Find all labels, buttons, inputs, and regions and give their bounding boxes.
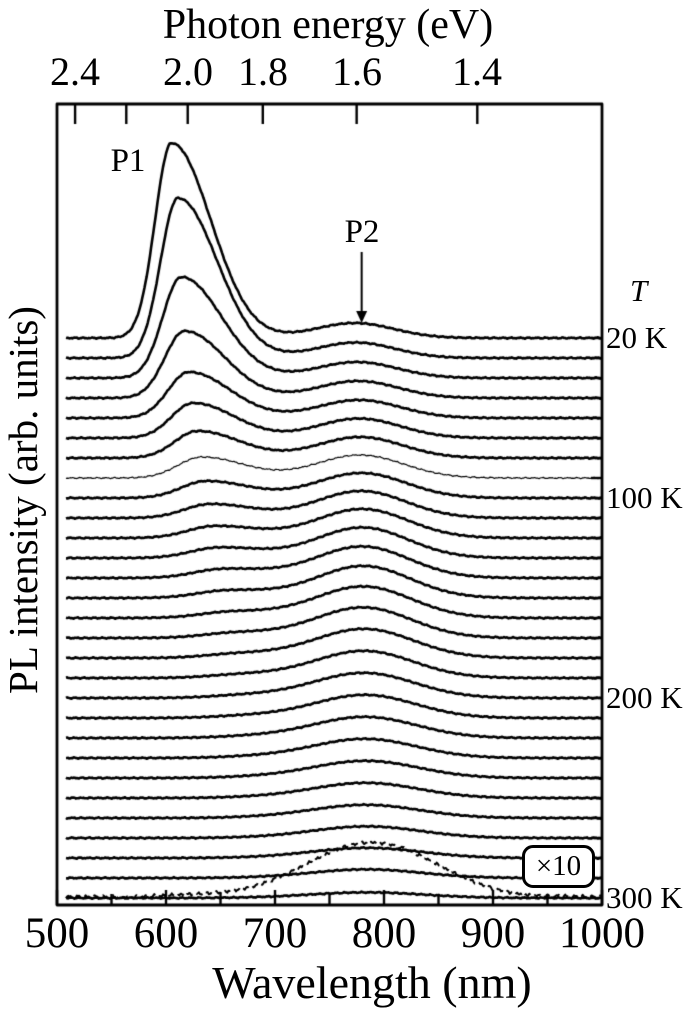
x-tick-label-700: 700 [242,910,308,957]
x-axis-title: Wavelength (nm) [212,957,532,1008]
top-tick-label-2_0: 2.0 [163,49,213,94]
top-tick-label-1_8: 1.8 [238,49,288,94]
top-tick-label-2_4: 2.4 [50,49,100,94]
x-tick-label-900: 900 [460,910,526,957]
temperature-label-20K: 20 K [606,320,668,355]
top-axis-title: Photon energy (eV) [162,2,494,48]
top-tick-label-1_4: 1.4 [452,49,502,94]
x-tick-label-600: 600 [133,910,199,957]
y-axis-title: PL intensity (arb. units) [0,306,46,694]
x-tick-label-500: 500 [24,910,90,957]
temperature-label-100K: 100 K [606,480,683,515]
peak-p2-label: P2 [344,214,380,250]
temperature-label-300K: 300 K [606,880,683,915]
x10-magnification-badge: ×10 [522,845,595,888]
peak-p1-label: P1 [110,143,146,179]
temperature-column-header: T [630,273,648,308]
top-tick-label-1_6: 1.6 [332,49,382,94]
temperature-label-200K: 200 K [606,680,683,715]
x-tick-label-800: 800 [351,910,417,957]
x-tick-label-1000: 1000 [559,910,645,957]
